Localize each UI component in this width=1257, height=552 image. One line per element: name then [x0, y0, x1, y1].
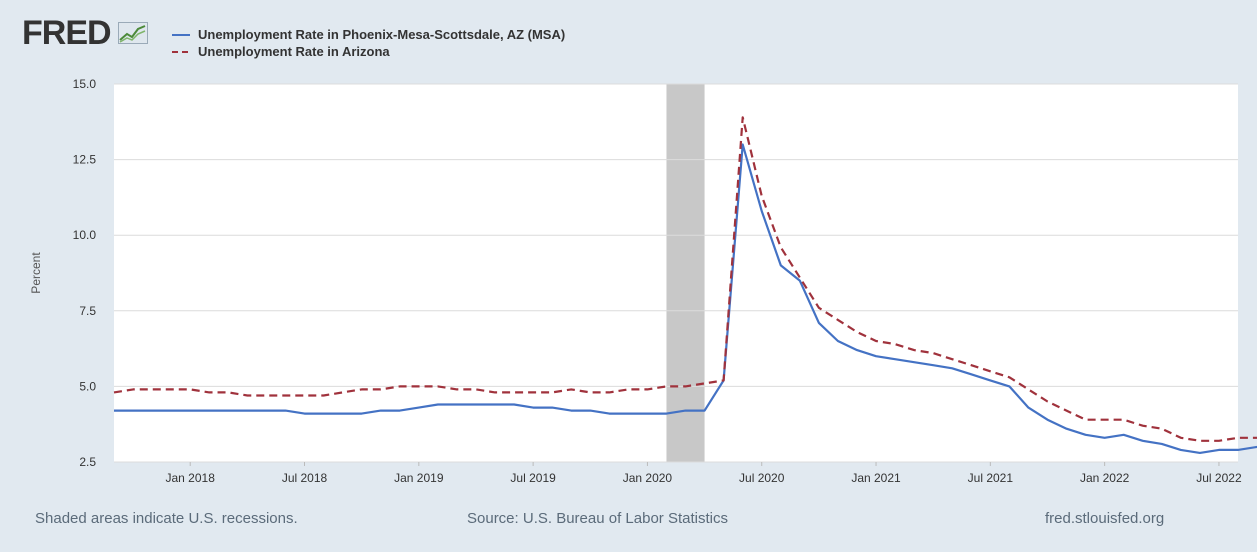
x-tick-label: Jan 2022: [1080, 471, 1130, 485]
y-tick-label: 7.5: [79, 304, 96, 318]
x-tick-label: Jan 2019: [394, 471, 444, 485]
y-tick-label: 5.0: [79, 379, 96, 393]
dashed-line-swatch: [172, 50, 190, 53]
x-tick-label: Jul 2020: [739, 471, 785, 485]
legend-label-arizona: Unemployment Rate in Arizona: [198, 44, 390, 59]
x-tick-label: Jul 2021: [968, 471, 1014, 485]
x-tick-label: Jul 2019: [510, 471, 556, 485]
y-tick-label: 10.0: [73, 228, 97, 242]
recession-shading-group: [666, 84, 705, 462]
chart-footer: Shaded areas indicate U.S. recessions. S…: [0, 510, 1257, 540]
recession-band: [666, 84, 705, 462]
x-tick-label: Jan 2020: [623, 471, 673, 485]
solid-line-swatch: [172, 33, 190, 36]
y-tick-label: 12.5: [73, 153, 97, 167]
axis-labels-group: 2.5 5.0 7.5 10.0 12.5 15.0 Jan 2018 Jul 2018 Jan…: [73, 77, 1242, 485]
y-tick-label: 15.0: [73, 77, 97, 91]
line-graph-icon: [118, 22, 148, 44]
y-tick-label: 2.5: [79, 455, 96, 469]
x-tick-label: Jan 2021: [851, 471, 901, 485]
fred-logo: FRED: [22, 14, 112, 52]
site-link[interactable]: fred.stlouisfed.org: [1045, 510, 1165, 527]
recession-note: Shaded areas indicate U.S. recessions.: [35, 510, 298, 527]
x-tick-label: Jan 2018: [166, 471, 216, 485]
series-group: [113, 116, 1257, 454]
line-chart: 2.5 5.0 7.5 10.0 12.5 15.0 Jan 2018 Jul 2018 Jan…: [29, 77, 1257, 485]
legend-item-phoenix: Unemployment Rate in Phoenix-Mesa-Scotts…: [172, 26, 565, 43]
source-note: Source: U.S. Bureau of Labor Statistics: [467, 510, 728, 527]
y-axis-title: Percent: [29, 252, 43, 294]
chart-legend: Unemployment Rate in Phoenix-Mesa-Scotts…: [172, 26, 565, 60]
series-line-phoenix: [114, 143, 1257, 454]
chart-header: FRED Unemployment Rate in Phoenix-Mesa-S…: [0, 0, 1257, 80]
legend-label-phoenix: Unemployment Rate in Phoenix-Mesa-Scotts…: [198, 27, 566, 42]
series-line-arizona: [113, 116, 1257, 442]
x-tick-label: Jul 2018: [282, 471, 328, 485]
legend-item-arizona: Unemployment Rate in Arizona: [172, 43, 565, 60]
x-tick-label: Jul 2022: [1196, 471, 1242, 485]
